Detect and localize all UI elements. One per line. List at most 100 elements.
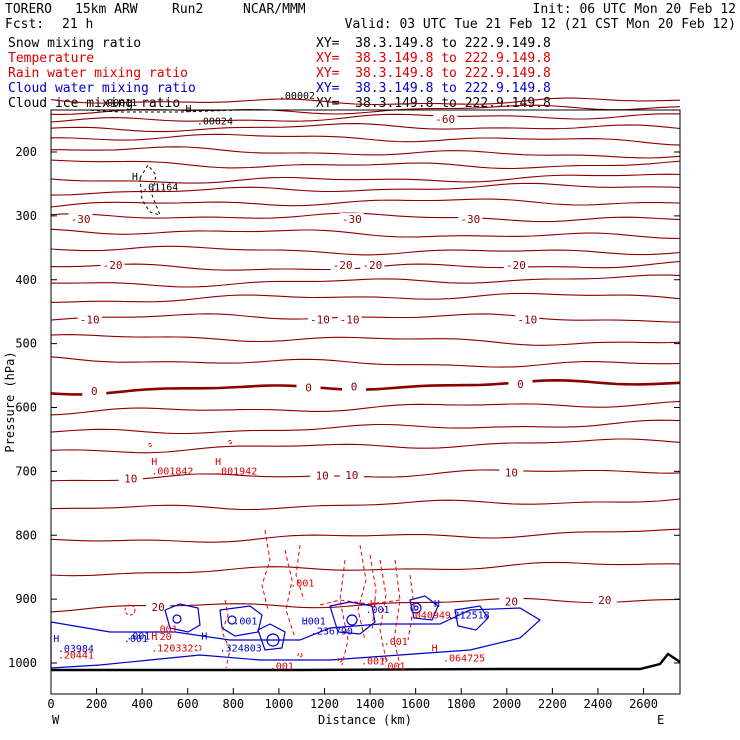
rain-water-contour	[261, 529, 271, 611]
contour-annotation: .001842	[151, 467, 193, 478]
rain-water-cell	[194, 644, 202, 652]
cloud-ice-contour	[139, 164, 161, 216]
isotherm-label-bg	[503, 259, 528, 272]
contour-annotation: .001	[302, 617, 326, 628]
isotherm	[50, 212, 681, 223]
rain-water-cell	[337, 657, 343, 663]
x-axis-ticks: 0 200 400 600 800 1000 1200 1400 1600 1800 2000 220…	[47, 688, 658, 711]
legend-rain-xy: XY= 38.3.149.8 to 222.9.149.8	[316, 66, 551, 81]
rain-water-contour	[221, 599, 231, 669]
isotherm	[50, 173, 681, 184]
isotherm	[50, 274, 681, 288]
isotherm	[50, 561, 681, 577]
legend-snow-label: Snow mixing ratio	[8, 36, 142, 51]
isotherm	[50, 113, 681, 123]
rain-water-contour	[369, 554, 377, 631]
y-tick-label: 400	[15, 273, 37, 287]
legend-cloud-water-xy: XY= 38.3.149.8 to 222.9.149.8	[316, 81, 551, 96]
rain-water-contour	[339, 559, 349, 666]
rain-water-contour	[407, 574, 415, 641]
model-name: TORERO	[5, 2, 52, 17]
temperature-contours: -60 -30 -30 -30 -20 -20 -20 -20 -10 -10 -10 -10 0 0 0 0…	[50, 97, 681, 614]
cloud-water-core	[413, 605, 419, 611]
legend-rain-label: Rain water mixing ratio	[8, 66, 189, 81]
contour-annotation: .001	[270, 661, 294, 672]
cloud-water-contour	[329, 601, 376, 635]
isotherm	[50, 356, 681, 368]
isotherm	[50, 228, 681, 240]
x-tick-label: 0	[47, 697, 54, 711]
y-tick-label: 800	[15, 528, 37, 542]
rain-water-cell	[228, 440, 232, 444]
isotherm-label: -30	[460, 213, 480, 226]
cloud-water-contour	[454, 605, 489, 631]
isotherm-label: -60	[435, 113, 455, 126]
contour-annotation: H	[302, 617, 308, 628]
isotherm	[50, 97, 681, 106]
isotherm-label-bg	[508, 378, 533, 391]
rain-water-cell	[148, 443, 152, 447]
isotherm-label: -20	[103, 259, 123, 272]
contour-annotation: H	[432, 644, 438, 655]
y-axis-label: Pressure (hPa)	[3, 351, 17, 452]
contour-annotation: H	[132, 172, 138, 183]
isotherm-label: -10	[340, 313, 360, 326]
contour-annotation: H	[370, 599, 376, 610]
terrain-line	[51, 652, 681, 672]
isotherm-label: 10	[316, 469, 329, 482]
x-tick-label: 2400	[584, 697, 613, 711]
contour-annotation: .120332	[151, 644, 193, 655]
cloud-water-contour	[257, 623, 286, 651]
contour-annotation: .001	[124, 634, 148, 645]
isotherm-label: -30	[71, 213, 91, 226]
isotherm-label: -10	[80, 313, 100, 326]
y-tick-label: 1000	[8, 656, 37, 670]
forecast-hour: 21 h	[62, 17, 94, 32]
init-time: Init: 06 UTC Mon 20 Feb 12	[532, 2, 737, 17]
isotherm-label: -20	[362, 259, 382, 272]
contour-annotation: .001	[126, 631, 150, 642]
isotherm-label: 0	[305, 381, 312, 394]
rain-water-cell	[382, 657, 388, 663]
contour-annotation: .212518	[448, 610, 490, 621]
terrain-surface	[51, 652, 681, 672]
isotherm-label-bg	[337, 313, 362, 326]
run-name: Run2	[172, 2, 204, 17]
x-tick-label: 1400	[356, 697, 385, 711]
cloud-water-core	[172, 614, 182, 624]
contour-annotation: .064725	[443, 654, 485, 665]
contour-annotation: .324803	[220, 644, 262, 655]
contour-annotation: H	[215, 457, 221, 468]
isotherm-label: 0	[517, 378, 524, 391]
isotherm-label: 20	[598, 594, 611, 607]
contour-annotation: .001942	[215, 467, 257, 478]
isotherm	[50, 123, 681, 133]
forecast-label: Fcst:	[5, 17, 45, 32]
contour-annotation: H	[151, 457, 157, 468]
contour-annotation: .001	[366, 605, 390, 616]
isotherm	[50, 245, 681, 256]
cloud-water-contour	[219, 605, 263, 637]
contour-annotation: .001	[361, 656, 385, 667]
rain-water-contour	[393, 559, 401, 666]
contour-annotation: H	[151, 631, 157, 642]
contour-annotation: .040949	[409, 610, 451, 621]
isotherm-label-bg	[307, 313, 332, 326]
isotherm-label-bg	[330, 259, 355, 272]
x-tick-label: 600	[177, 697, 199, 711]
isotherm-label: 20	[151, 601, 164, 614]
contour-annotation: .00011	[101, 98, 137, 109]
isotherm	[50, 198, 681, 208]
isotherm	[51, 146, 681, 159]
rain-water-cell	[124, 604, 136, 616]
isotherm-label-bg	[100, 259, 125, 272]
isotherm	[50, 159, 681, 170]
y-tick-label: 500	[15, 337, 37, 351]
isotherm	[50, 182, 681, 196]
x-tick-label: 2600	[629, 697, 658, 711]
contour-annotation: .20441	[58, 651, 94, 662]
isotherm-label: 10	[505, 466, 518, 479]
rain-water-contour	[284, 549, 295, 636]
